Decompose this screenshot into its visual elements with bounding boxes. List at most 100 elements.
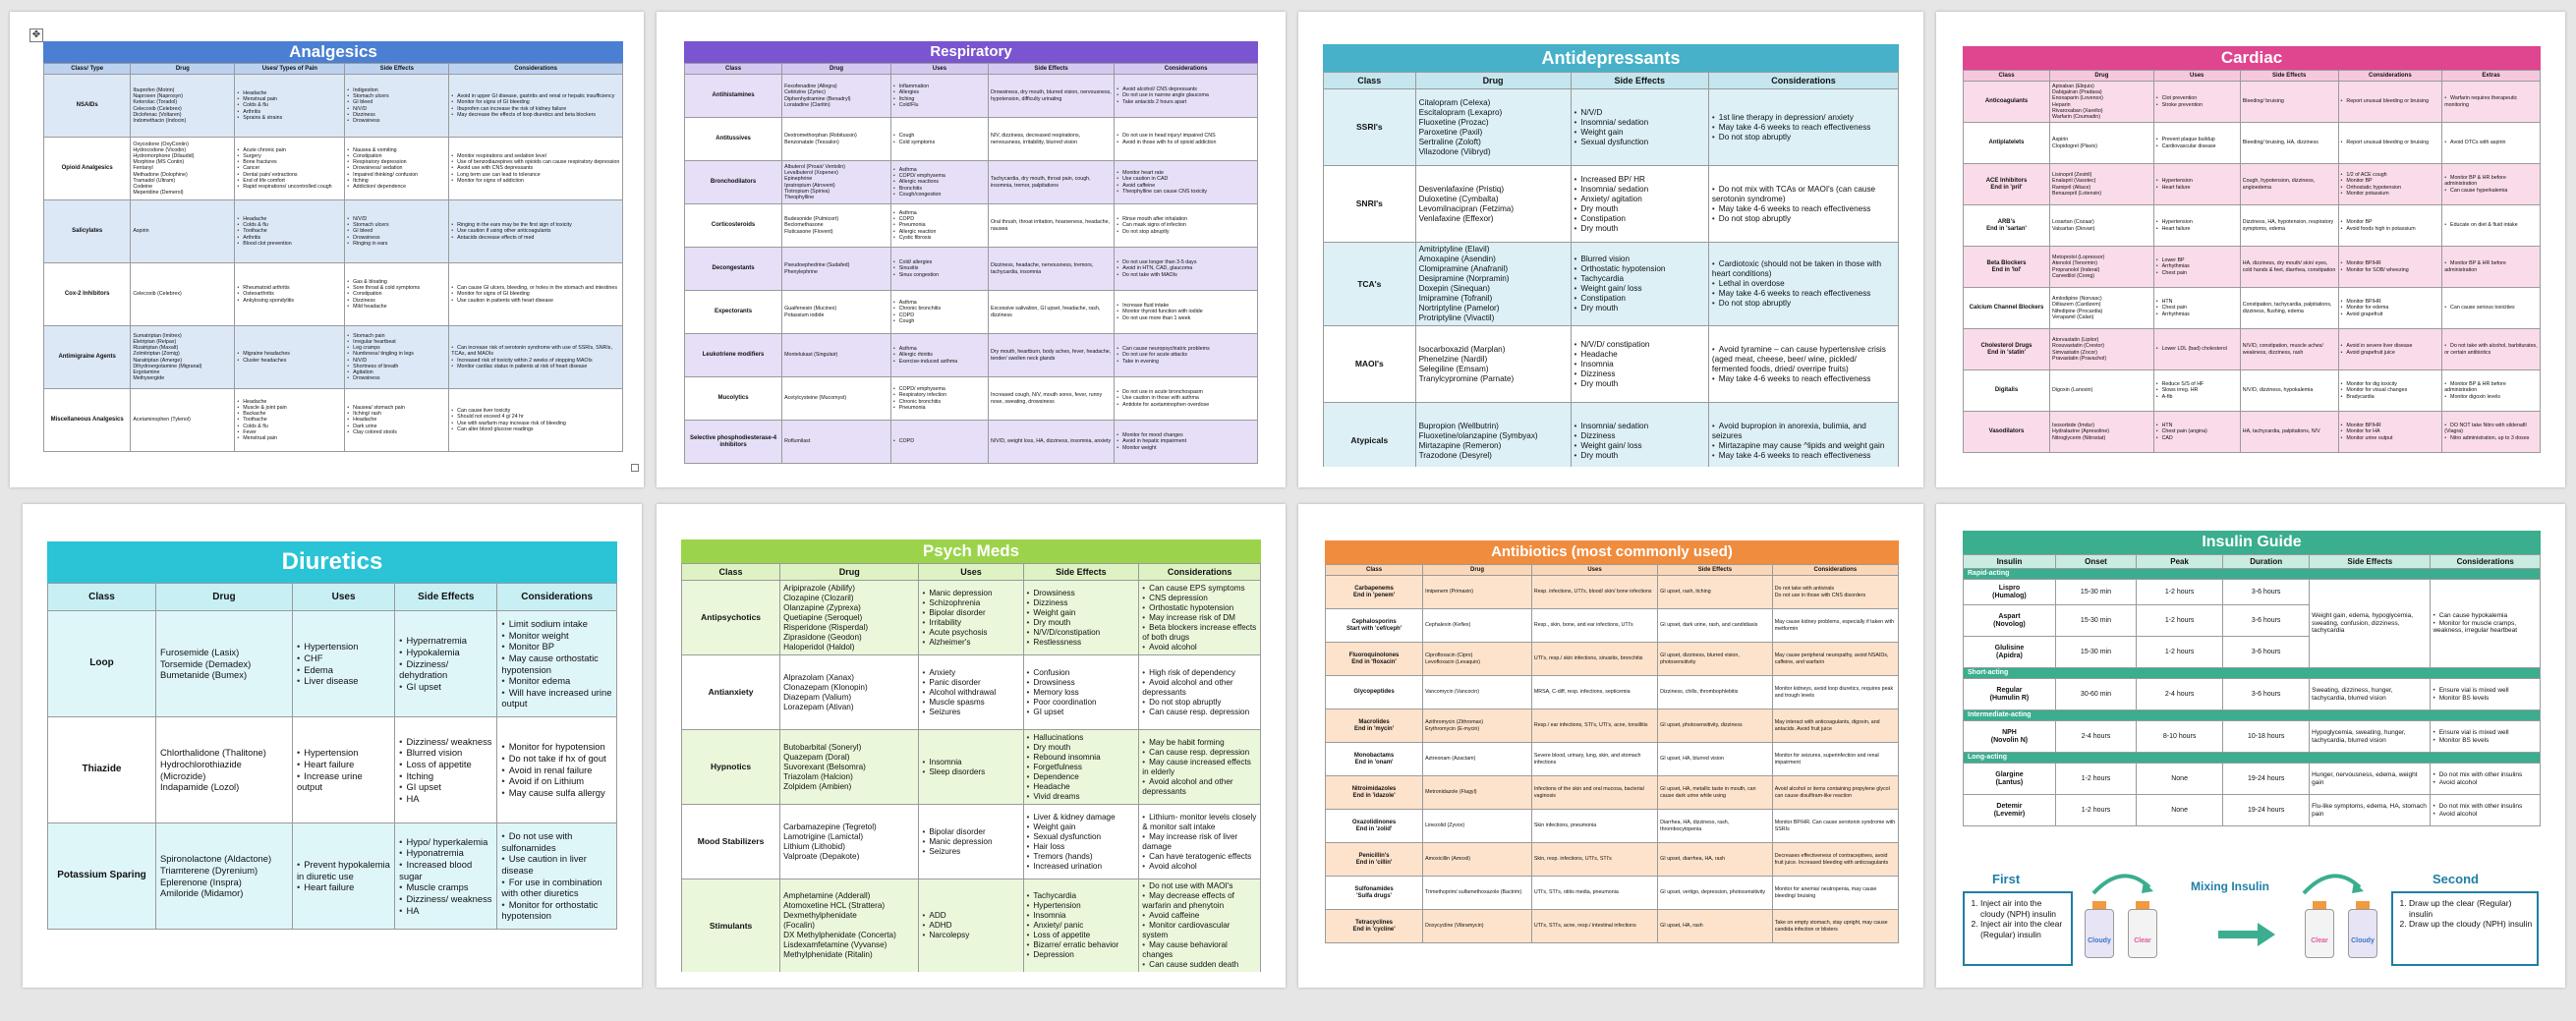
cons-cell: May cause peripheral neuropathy, avoid N…	[1771, 642, 1899, 676]
table-row: SSRI's Citalopram (Celexa) Escitalopram (…	[1323, 88, 1899, 166]
drug-cell: Chlorthalidone (Thalitone) Hydrochloroth…	[155, 716, 293, 823]
list-item-text: Pneumonia	[898, 404, 926, 411]
insulin-name-cell: Glargine (Lantus)	[1963, 763, 2056, 796]
uses-cell: UTI's, STI's, acne, resp./ intestinal in…	[1530, 909, 1659, 943]
cons-cell: Avoid bupropion in anorexia, bulimia, an…	[1707, 402, 1899, 467]
list-item: Mild headache	[347, 304, 446, 310]
drug-cell-text: Sumatriptan (Imitrex) Eletriptan (Relpax…	[133, 333, 202, 381]
list-item: Allergic reaction	[893, 229, 986, 235]
insulin-name-cell-text: Glargine (Lantus)	[1995, 770, 2024, 786]
table-row: Vasodilators Isosorbide (Imdur) Hydralazi…	[1963, 411, 2541, 453]
list-item-text: Cold/ allergies	[898, 259, 933, 266]
uses-cell-list: Migraine headachesCluster headaches	[237, 351, 342, 363]
class-cell-text: Digitalis	[1994, 387, 2019, 394]
list-item: Take antacids 2 hours apart	[1116, 99, 1255, 105]
list-item-text: COPD	[898, 312, 915, 318]
effects-cell-list: N/V/DInsomnia/ sedationWeight gainSexual…	[1574, 108, 1705, 147]
list-item-text: DO NOT take Nitro with sildenafil (Viagr…	[2444, 423, 2527, 435]
list-item: Arthritis	[237, 109, 342, 115]
list-item-text: Increase fluid intake	[1122, 303, 1170, 310]
list-item: Asthma	[893, 300, 986, 306]
list-item: Do not stop abruptly	[1712, 133, 1895, 142]
class-cell: Antitussives	[684, 117, 783, 161]
list-item: Anxiety/ agitation	[1574, 195, 1705, 204]
table-row: ACE Inhibitors End in 'pril' Lisinopril (…	[1963, 163, 2541, 205]
effects-cell: Flu-like symptoms, edema, HA, stomach pa…	[2309, 794, 2432, 827]
list-item: Tachycardia	[1574, 274, 1705, 284]
drug-cell-text: Aripiprazole (Abilify) Clozapine (Clozar…	[783, 583, 869, 652]
list-item: Dry mouth	[1574, 451, 1705, 461]
list-item: Cold/Flu	[893, 102, 986, 108]
cons-cell-list: Can increase risk of serotonin syndrome …	[451, 345, 620, 369]
table-row: Antihistamines Fexofenadine (Allegra) Cet…	[684, 74, 1258, 118]
class-cell-text: Leukotriene modifiers	[702, 352, 765, 359]
class-cell: Potassium Sparing	[47, 822, 156, 930]
class-cell: Cephalosporins Start with 'cef/ceph'	[1325, 608, 1424, 643]
list-item: Asthma	[893, 167, 986, 173]
class-cell: Calcium Channel Blockers	[1963, 287, 2051, 329]
list-item-text: Monitor BP & HR before administration	[2444, 260, 2506, 273]
list-item: Dizziness	[1574, 369, 1705, 379]
onset-cell: 15-30 min	[2054, 604, 2138, 638]
list-item: Avoid alcohol	[2433, 779, 2538, 786]
peak-cell-text: 1-2 hours	[2164, 588, 2195, 596]
cons-cell: Do not use longer than 3-5 daysAvoid in …	[1114, 247, 1258, 291]
list-item-text: Constipation	[1580, 213, 1626, 223]
extras-cell-list: DO NOT take Nitro with sildenafil (Viagr…	[2444, 423, 2538, 440]
list-item: May cause sulfa allergy	[501, 787, 612, 799]
effects-cell: Diarrhea, HA, dizziness, rash, thrombocy…	[1657, 809, 1773, 843]
class-cell-text: Hypnotics	[711, 762, 752, 772]
list-item-text: Ankylosing spondylitis	[243, 297, 295, 304]
list-item: Cancer	[237, 165, 342, 171]
list-item: Shortness of breath	[347, 364, 446, 369]
list-item: CHF	[297, 652, 390, 664]
list-item: Itching	[893, 96, 986, 102]
page-diuretics: Diuretics Class Drug Uses Side Effects C…	[23, 504, 642, 988]
effects-cell-text: Constipation, tachycardia, palpitations,…	[2242, 302, 2332, 314]
column-header: Uses	[291, 583, 396, 611]
list-item-text: Cardiotoxic (should not be taken in thos…	[1711, 259, 1882, 278]
effects-cell: N/V/D/ constipationHeadacheInsomniaDizzi…	[1570, 325, 1709, 403]
duration-cell: 3-6 hours	[2222, 604, 2311, 638]
effects-cell: Bleeding/ bruising, HA, dizziness	[2239, 122, 2339, 164]
class-cell-text: Monobactams End in 'onam'	[1353, 752, 1395, 766]
list-item: May take 4-6 weeks to reach effectivenes…	[1712, 123, 1895, 133]
table-row: Sulfonamides 'Sulfa drugs' Trimethoprim/ …	[1325, 876, 1899, 910]
list-item-text: Monitor for edema	[2346, 305, 2389, 312]
list-item-text: Sleep disorders	[929, 766, 986, 776]
cons-cell-list: Ringing in the ears may be the first sig…	[451, 222, 620, 240]
list-item-text: Headache	[353, 417, 377, 424]
drug-cell-text: Losartan (Cozaar) Valsartan (Diovan)	[2052, 219, 2095, 232]
class-cell: Miscellaneous Analgesics	[43, 388, 132, 452]
list-item-text: Clay colored stools	[353, 428, 397, 435]
cons-cell-list: Cardiotoxic (should not be taken in thos…	[1712, 259, 1895, 309]
list-item: Itching/ rash	[347, 411, 446, 417]
list-item: Headache	[237, 90, 342, 96]
list-item: Can cause sudden death	[1142, 960, 1257, 970]
move-handle-icon[interactable]: ✥	[29, 28, 43, 42]
list-item: Can mask signs of infection	[1116, 222, 1255, 228]
resize-handle[interactable]	[631, 464, 639, 472]
list-item-text: Dry mouth	[1580, 378, 1619, 388]
drug-cell: Linezolid (Zyvox)	[1422, 809, 1532, 843]
list-item: Long term use can lead to tolerance	[451, 172, 620, 178]
list-item-text: Restlessness	[1033, 637, 1082, 647]
list-item-text: Monitor BP	[508, 641, 555, 652]
list-item: Drowsiness/ sedation	[347, 165, 446, 171]
list-item-text: May take 4-6 weeks to reach effectivenes…	[1718, 450, 1871, 460]
list-item: Drowsiness	[1027, 589, 1136, 598]
list-item: Chest pain	[2156, 305, 2238, 311]
uses-cell-list: Clot preventionStroke prevention	[2156, 95, 2238, 107]
list-item: Monitor digoxin levels	[2444, 394, 2538, 400]
uses-cell-text: Skin, resp. infections, UTI's, STI's	[1533, 856, 1612, 863]
class-cell-text: Mood Stabilizers	[697, 836, 765, 847]
drug-cell-text: Pseudoephedrine (Sudafed) Phenylephrine	[784, 262, 850, 275]
column-header: Uses	[2152, 70, 2241, 82]
drug-cell-text: Imipenem (Primaxin)	[1425, 589, 1473, 596]
list-item-text: Surgery	[243, 153, 261, 160]
list-item-text: Dizziness	[1580, 369, 1616, 378]
list-item-text: Increased risk of toxicity within 2 week…	[457, 357, 593, 364]
section-row: Intermediate-acting	[1963, 709, 2541, 722]
list-item-text: May increase risk of liver damage	[1142, 831, 1238, 851]
drug-cell: Alprazolam (Xanax) Clonazepam (Klonopin)…	[779, 654, 920, 730]
